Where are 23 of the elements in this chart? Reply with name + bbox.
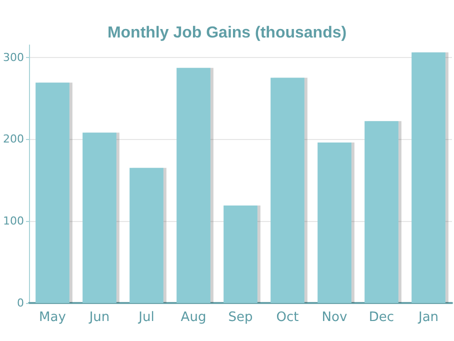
x-tick-label: Oct xyxy=(276,310,299,325)
bar xyxy=(176,68,210,303)
y-tick-label: 300 xyxy=(2,50,24,64)
y-tick-label: 200 xyxy=(2,132,24,146)
bar xyxy=(270,78,304,303)
x-tick-label: Dec xyxy=(368,310,394,325)
x-tick-label: Jun xyxy=(88,310,110,325)
bar xyxy=(82,132,116,303)
x-tick-label: May xyxy=(39,310,66,325)
bar xyxy=(364,121,398,303)
x-tick-label: Sep xyxy=(228,310,253,325)
bar xyxy=(130,168,164,303)
x-tick-label: Jul xyxy=(138,310,154,325)
y-tick-label: 0 xyxy=(16,296,24,310)
chart-title: Monthly Job Gains (thousands) xyxy=(107,24,347,42)
x-tick-label: Nov xyxy=(322,310,348,325)
bar xyxy=(412,52,446,303)
x-tick-label: Jan xyxy=(417,310,439,325)
bar xyxy=(224,206,258,303)
bar xyxy=(36,82,70,303)
y-tick-label: 100 xyxy=(2,214,24,228)
x-tick-label: Aug xyxy=(180,310,206,325)
bar xyxy=(318,142,352,303)
